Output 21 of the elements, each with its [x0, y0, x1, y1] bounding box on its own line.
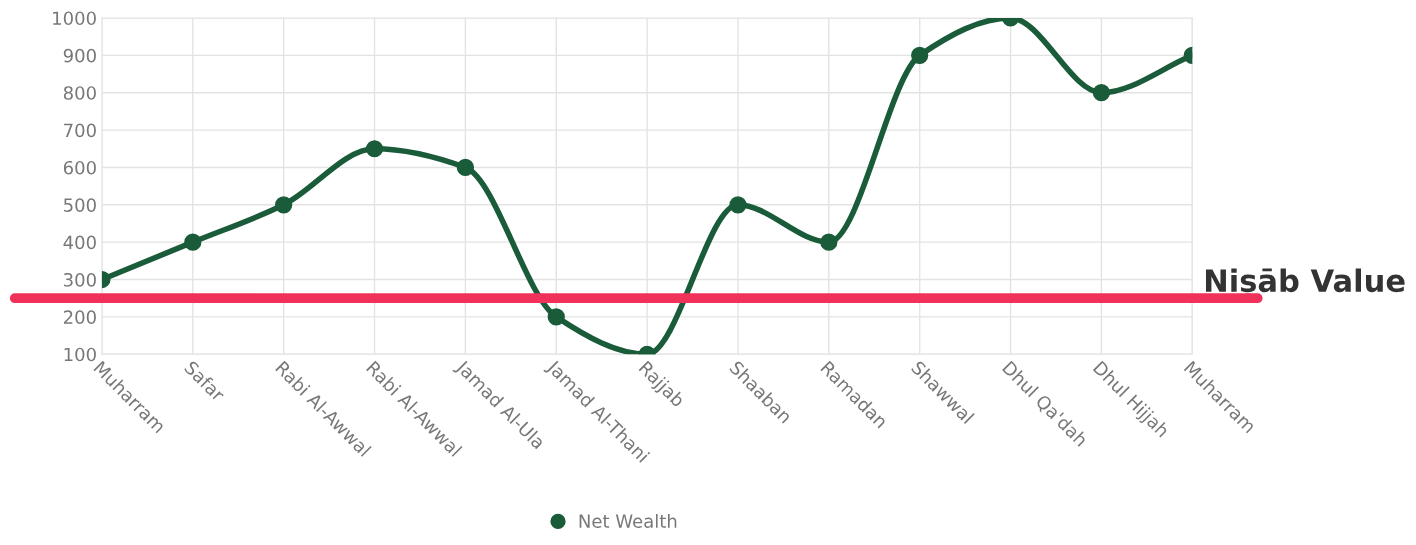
legend-label: Net Wealth [579, 514, 677, 528]
y-tick-label: 400 [63, 235, 96, 250]
y-tick-label: 500 [64, 198, 96, 212]
point [184, 233, 202, 251]
point [547, 308, 565, 326]
y-tick-label: 100 [64, 347, 96, 362]
y-tick-label: 800 [63, 86, 96, 100]
point [820, 233, 838, 251]
y-tick-label: 700 [64, 123, 96, 138]
point [911, 46, 929, 64]
y-tick-label: 200 [63, 310, 96, 324]
y-tick-label: 1000 [53, 11, 96, 26]
point [275, 196, 293, 214]
y-tick-label: 600 [63, 160, 96, 175]
y-tick-label: 900 [63, 48, 96, 63]
y-tick-label: 300 [64, 272, 96, 287]
ref-line-label: Niṣāb Value [1205, 268, 1405, 299]
point [729, 196, 747, 214]
point [365, 140, 384, 158]
point [1092, 84, 1111, 102]
point [456, 158, 475, 177]
